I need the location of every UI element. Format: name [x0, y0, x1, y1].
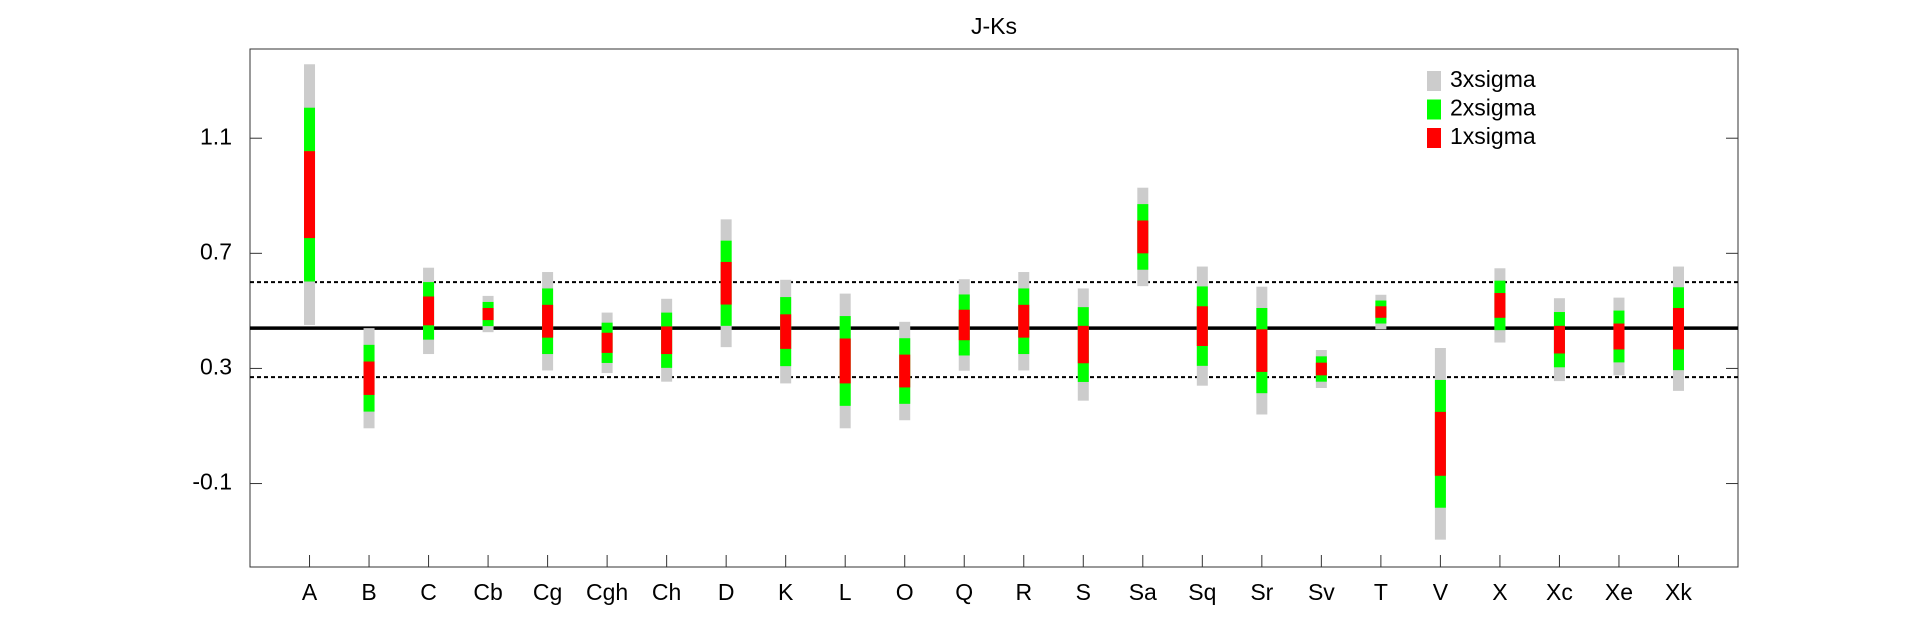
x-tick-label: X — [1492, 579, 1507, 605]
legend-label: 1xsigma — [1450, 123, 1536, 149]
x-tick-label: T — [1374, 579, 1388, 605]
x-tick-label: Xc — [1546, 579, 1573, 605]
x-tick-label: C — [420, 579, 437, 605]
sigma-bar — [1137, 220, 1149, 254]
sigma-bar — [304, 151, 316, 239]
sigma-bar — [1375, 306, 1387, 318]
sigma-bar — [423, 296, 435, 326]
x-tick-label: Cg — [533, 579, 562, 605]
x-tick-label: Cgh — [586, 579, 628, 605]
sigma-bar — [601, 332, 613, 353]
sigma-bar — [1613, 323, 1625, 350]
sigma-bar — [1553, 325, 1565, 354]
legend-label: 2xsigma — [1450, 95, 1536, 121]
sigma-bar — [482, 308, 494, 321]
plot-frame — [249, 48, 1739, 568]
x-tick-label: Xk — [1665, 579, 1692, 605]
sigma-bar — [1672, 308, 1684, 350]
x-tick-label: Sv — [1308, 579, 1335, 605]
chart-title: J-Ks — [971, 13, 1017, 39]
y-tick-label: 1.1 — [200, 123, 232, 149]
sigma-bar — [958, 309, 970, 341]
x-tick-label: O — [896, 579, 914, 605]
x-tick-label: B — [361, 579, 376, 605]
sigma-bar — [1315, 362, 1327, 376]
legend-swatch — [1427, 99, 1441, 120]
sigma-bar — [1018, 304, 1030, 338]
x-tick-label: S — [1076, 579, 1091, 605]
x-tick-label: R — [1015, 579, 1032, 605]
x-tick-label: Ch — [652, 579, 681, 605]
x-tick-label: A — [302, 579, 318, 605]
x-tick-label: Sa — [1129, 579, 1157, 605]
sigma-bar — [899, 354, 911, 388]
x-tick-label: Sq — [1188, 579, 1216, 605]
x-tick-label: Sr — [1250, 579, 1273, 605]
sigma-bar — [1434, 411, 1446, 476]
sigma-bar — [839, 338, 851, 384]
sigma-bar — [1256, 329, 1268, 372]
x-tick-label: L — [839, 579, 852, 605]
sigma-bar — [363, 361, 375, 395]
x-tick-label: D — [718, 579, 735, 605]
y-tick-label: 0.3 — [200, 354, 232, 380]
x-tick-label: K — [778, 579, 794, 605]
sigma-bar — [661, 326, 673, 355]
sigma-bar — [720, 261, 732, 305]
legend-swatch — [1427, 71, 1441, 91]
legend-label: 3xsigma — [1450, 66, 1536, 92]
y-tick-label: 0.7 — [200, 238, 232, 264]
sigma-bar — [780, 314, 792, 349]
x-tick-label: Q — [955, 579, 973, 605]
y-tick-label: -0.1 — [192, 469, 232, 495]
sigma-bar — [1196, 306, 1208, 346]
sigma-bar — [542, 304, 554, 338]
x-tick-label: Xe — [1605, 579, 1633, 605]
legend-swatch — [1427, 128, 1441, 148]
sigma-bar — [1077, 325, 1089, 364]
x-tick-label: Cb — [473, 579, 502, 605]
x-tick-label: V — [1433, 579, 1449, 605]
sigma-bar — [1494, 293, 1506, 318]
